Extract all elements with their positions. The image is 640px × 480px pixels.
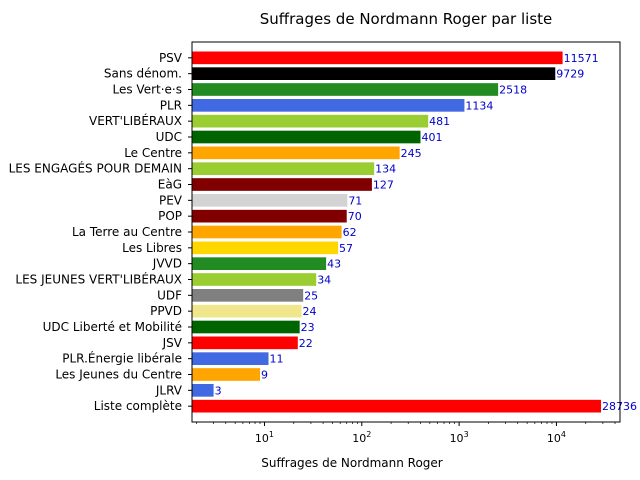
category-label: POP: [158, 209, 182, 223]
data-label: 71: [348, 194, 362, 207]
bar: [192, 289, 304, 302]
x-tick-label: 102: [352, 430, 371, 445]
bar: [192, 162, 375, 175]
data-label: 70: [348, 210, 362, 223]
data-labels: 1157197292518113448140124513412771706257…: [215, 52, 637, 413]
data-label: 127: [373, 179, 394, 192]
data-label: 1134: [465, 99, 493, 112]
bar: [192, 209, 347, 223]
data-label: 57: [339, 242, 353, 255]
category-label: Le Centre: [124, 146, 182, 160]
data-label: 3: [215, 384, 222, 397]
bar: [192, 51, 563, 65]
data-label: 22: [299, 337, 313, 350]
category-label: PLR: [160, 98, 182, 112]
chart-title: Suffrages de Nordmann Roger par liste: [260, 10, 553, 28]
data-label: 25: [304, 289, 318, 302]
data-label: 9729: [556, 68, 584, 81]
bars-group: [192, 51, 602, 413]
category-label: UDC Liberté et Mobilité: [43, 320, 182, 334]
category-label: PSV: [159, 51, 183, 65]
data-label: 11571: [564, 52, 599, 65]
category-label: JLRV: [155, 383, 183, 397]
bar: [192, 336, 298, 350]
bar: [192, 384, 214, 397]
bar: [192, 67, 556, 80]
data-label: 23: [301, 321, 315, 334]
bar: [192, 352, 269, 365]
data-label: 245: [401, 147, 422, 160]
category-label: JVVD: [152, 257, 182, 271]
category-label: UDF: [157, 288, 182, 302]
bar: [192, 304, 302, 318]
category-label: Les Vert·e·s: [113, 83, 183, 97]
data-label: 481: [429, 115, 450, 128]
bar: [192, 241, 339, 255]
category-label: La Terre au Centre: [72, 225, 182, 239]
bar: [192, 130, 421, 144]
category-labels: PSV Sans dénom. Les Vert·e·sPLRVERT'LIBÉRA…: [9, 51, 183, 413]
data-label: 9: [261, 369, 268, 382]
category-label: VERT'LIBÉRAUX: [89, 113, 182, 128]
data-label: 11: [270, 353, 284, 366]
data-label: 43: [327, 258, 341, 271]
category-label: PLR.Énergie libérale: [62, 351, 182, 366]
bar: [192, 194, 348, 207]
category-label: LES JEUNES VERT'LIBÉRAUX: [15, 272, 182, 287]
bar: [192, 225, 342, 239]
bar: [192, 273, 317, 286]
category-label: PPVD: [150, 304, 182, 318]
data-label: 401: [421, 131, 442, 144]
bar: [192, 114, 429, 128]
category-label: PEV: [159, 193, 183, 207]
data-label: 2518: [499, 84, 527, 97]
bar: [192, 178, 372, 191]
category-label: Sans dénom.: [104, 67, 182, 81]
x-axis-label: Suffrages de Nordmann Roger: [261, 456, 443, 470]
x-tick-label: 104: [547, 430, 566, 445]
category-label: EàG: [158, 178, 182, 192]
bar: [192, 83, 499, 96]
category-label: JSV: [162, 336, 183, 350]
bar: [192, 320, 300, 334]
category-label: UDC: [156, 130, 182, 144]
bar: [192, 257, 327, 270]
category-label: LES ENGAGÉS POUR DEMAIN: [9, 161, 182, 176]
data-label: 24: [302, 305, 316, 318]
x-axis-ticks: 101 102 103 104: [196, 422, 616, 445]
data-label: 62: [343, 226, 357, 239]
bar: [192, 99, 465, 112]
axes-frame: [188, 41, 621, 423]
data-label: 34: [317, 274, 331, 287]
data-label: 134: [375, 163, 396, 176]
category-label: Les Libres: [122, 241, 182, 255]
x-tick-label: 103: [450, 430, 469, 445]
bar: [192, 146, 400, 160]
bar: [192, 399, 602, 413]
x-tick-label: 101: [255, 430, 274, 445]
category-label: Liste complète: [94, 399, 182, 413]
bar: [192, 368, 261, 381]
category-label: Les Jeunes du Centre: [55, 368, 182, 382]
